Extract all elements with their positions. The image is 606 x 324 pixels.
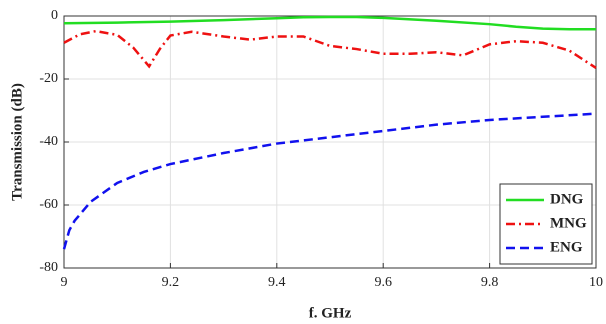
legend-label: DNG [550,191,584,207]
x-tick-label: 9.4 [268,275,286,290]
x-tick-label: 9.6 [374,275,392,290]
y-tick-label: -80 [39,260,58,275]
x-tick-label: 9.8 [481,275,499,290]
line-series [63,29,597,70]
legend-label: ENG [550,239,583,255]
legend-box [499,183,593,265]
y-tick-label: -60 [39,197,58,212]
y-axis-label: Transmission (dB) [9,83,25,201]
x-tick-label: 9 [61,275,68,290]
x-tick-label: 9.2 [162,275,180,290]
line-series [62,112,597,250]
x-axis-label: f. GHz [309,305,352,321]
y-tick-label: -20 [39,71,58,86]
y-tick-label: 0 [51,8,58,23]
x-tick-label: 10 [589,275,603,290]
line-series [63,15,596,31]
legend-label: MNG [550,215,587,231]
y-tick-label: -40 [39,134,58,149]
